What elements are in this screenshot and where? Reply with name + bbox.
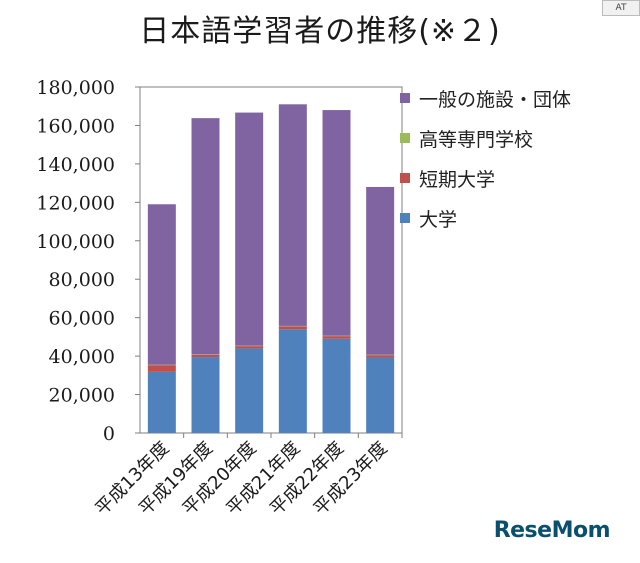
- legend-item: 一般の施設・団体: [400, 78, 571, 118]
- legend-swatch-junior-college: [400, 173, 410, 183]
- bar-segment: [278, 329, 307, 433]
- bar-segment: [366, 355, 395, 358]
- y-tick-label: 60,000: [49, 308, 115, 330]
- y-tick-label: 100,000: [36, 231, 115, 253]
- legend-label: 大学: [419, 208, 458, 231]
- legend-label: 高等専門学校: [419, 128, 534, 151]
- bar-segment: [235, 112, 264, 346]
- y-tick-label: 140,000: [36, 154, 115, 176]
- legend-swatch-general: [400, 93, 410, 103]
- legend-label: 短期大学: [419, 168, 496, 191]
- bar-segment: [366, 357, 395, 433]
- resemom-logo: ReseMom: [493, 518, 611, 543]
- legend-item: 短期大学: [400, 158, 571, 198]
- bar-segment: [235, 346, 264, 349]
- bar-segment: [147, 371, 176, 433]
- bar-segment: [191, 118, 220, 355]
- bar-segment: [278, 104, 307, 326]
- bar-segment: [235, 348, 264, 433]
- legend-item: 高等専門学校: [400, 118, 571, 158]
- y-tick-label: 120,000: [36, 192, 115, 214]
- plot-area: [139, 86, 403, 434]
- legend-label: 一般の施設・団体: [419, 88, 572, 111]
- bar-segment: [191, 354, 220, 358]
- y-tick-label: 0: [103, 423, 115, 445]
- bar-segment: [147, 204, 176, 365]
- y-tick-label: 80,000: [49, 269, 115, 291]
- bar-segment: [278, 326, 307, 330]
- bar-segment: [147, 365, 176, 372]
- bar-segment: [322, 336, 351, 339]
- legend-item: 大学: [400, 198, 571, 238]
- y-tick-label: 160,000: [36, 115, 115, 137]
- legend-swatch-technical-college: [400, 133, 410, 143]
- corner-badge: AT: [602, 0, 640, 16]
- y-tick-label: 40,000: [49, 346, 115, 368]
- chart-title: 日本語学習者の推移(※２): [139, 14, 501, 49]
- chart-legend: 一般の施設・団体 高等専門学校 短期大学 大学: [400, 78, 571, 238]
- bar-segment: [366, 186, 395, 355]
- bar-segment: [322, 110, 351, 336]
- y-tick-label: 20,000: [49, 385, 115, 407]
- bar-segment: [322, 338, 351, 433]
- legend-swatch-university: [400, 213, 410, 223]
- y-tick-label: 180,000: [36, 77, 115, 99]
- bar-segment: [191, 357, 220, 433]
